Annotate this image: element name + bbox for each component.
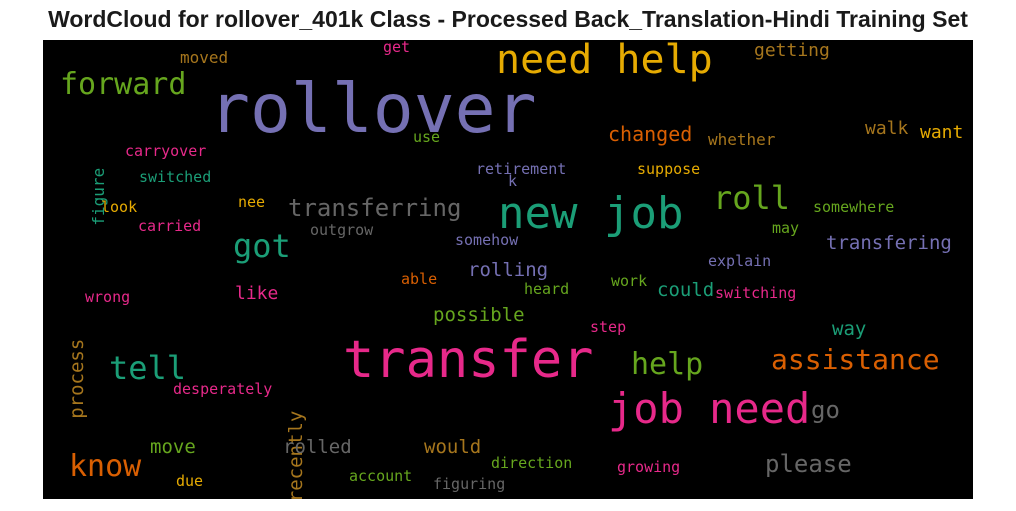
word-use: use (413, 128, 441, 146)
word-rolled: rolled (283, 436, 352, 458)
word-rollover: rollover (209, 70, 537, 149)
word-process: process (66, 338, 88, 419)
word-need-help: need help (496, 40, 713, 83)
word-wrong: wrong (85, 288, 131, 306)
word-way: way (832, 318, 867, 340)
word-forward: forward (60, 67, 187, 102)
word-carryover: carryover (125, 142, 207, 160)
word-look: look (101, 198, 138, 216)
word-roll: roll (713, 179, 791, 217)
word-switched: switched (139, 168, 212, 186)
word-getting: getting (754, 40, 830, 61)
word-cloud: rollover transfer need help new job job need… (43, 40, 973, 499)
word-figure: figure (89, 167, 108, 226)
word-whether: whether (708, 130, 776, 149)
word-somewhere: somewhere (813, 198, 895, 216)
word-somehow: somehow (455, 231, 519, 249)
word-walk: walk (865, 118, 909, 139)
word-would: would (424, 436, 482, 458)
word-growing: growing (617, 458, 681, 476)
word-step: step (590, 318, 627, 336)
word-able: able (401, 270, 438, 288)
word-moved: moved (180, 48, 229, 67)
word-move: move (150, 436, 196, 458)
word-may: may (772, 219, 800, 237)
word-get: get (383, 40, 411, 56)
word-new-job: new job (498, 188, 684, 239)
word-carried: carried (138, 217, 202, 235)
word-help: help (631, 347, 704, 382)
chart-title: WordCloud for rollover_401k Class - Proc… (48, 6, 968, 32)
word-switching: switching (715, 284, 797, 302)
word-could: could (657, 279, 715, 301)
word-heard: heard (524, 280, 570, 298)
word-outgrow: outgrow (310, 221, 374, 239)
word-go: go (811, 396, 840, 424)
word-figuring: figuring (433, 475, 506, 493)
word-transfering: transfering (826, 232, 952, 254)
word-transferring: transferring (288, 194, 462, 222)
word-explain: explain (708, 252, 772, 270)
word-due: due (176, 472, 204, 490)
word-want: want (920, 122, 964, 143)
word-retirement: retirement (476, 160, 567, 178)
word-transfer: transfer (343, 330, 594, 390)
word-rolling: rolling (468, 259, 549, 281)
word-assistance: assistance (771, 343, 940, 376)
word-direction: direction (491, 454, 573, 472)
word-desperately: desperately (173, 380, 273, 398)
word-please: please (765, 450, 852, 478)
word-k: k (508, 172, 518, 190)
word-changed: changed (608, 122, 693, 146)
word-possible: possible (433, 304, 525, 326)
word-like: like (235, 283, 279, 304)
word-work: work (611, 272, 648, 290)
word-account: account (349, 467, 413, 485)
word-tell: tell (109, 349, 187, 387)
word-know: know (69, 449, 142, 484)
word-got: got (233, 227, 291, 265)
word-nee: nee (238, 193, 266, 211)
word-suppose: suppose (637, 160, 701, 178)
word-job-need: job need (608, 384, 811, 433)
